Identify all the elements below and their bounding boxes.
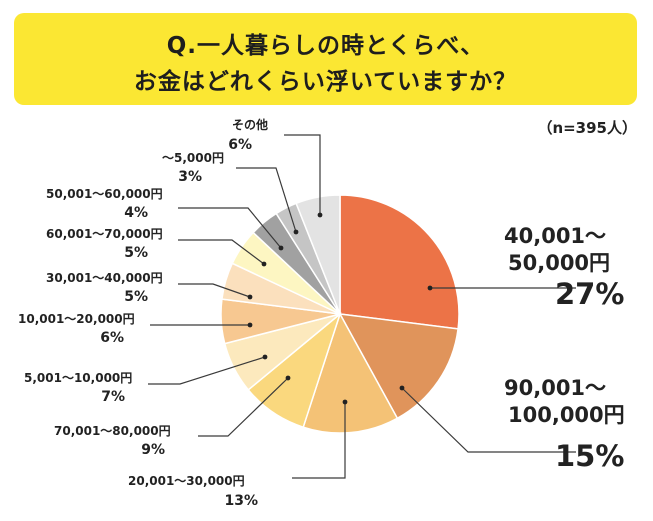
title-banner: Q.一人暮らしの時とくらべ、 お金はどれくらい浮いていますか？ [14, 13, 637, 105]
slice-name-label: ～5,000円 [162, 151, 224, 165]
leader-line [198, 377, 289, 437]
slice-value-label: 13% [224, 493, 258, 509]
slice-value-label: 6% [100, 330, 124, 346]
leader-dot [247, 294, 253, 300]
slice-name-label: 60,001～70,000円 [46, 227, 163, 241]
leader-dot [342, 399, 348, 405]
leader-line [148, 356, 266, 385]
pie-slice [295, 194, 341, 315]
slice-value-label: 15% [555, 439, 624, 473]
leader-dot [293, 229, 299, 235]
leader-line [401, 387, 576, 453]
slice-name-label: 30,001～40,000円 [46, 271, 163, 285]
leader-dot [285, 375, 291, 381]
slice-value-label: 4% [124, 205, 148, 221]
pie-slice [339, 194, 460, 330]
leader-dot [262, 354, 268, 360]
pie-slice [302, 312, 399, 434]
leader-line [292, 402, 346, 479]
leader-dot [399, 385, 405, 391]
slice-name-label: 40,001～ [504, 224, 606, 248]
slice-name-label: 70,001～80,000円 [54, 424, 171, 438]
leader-dot [317, 212, 323, 218]
leader-dot [427, 285, 433, 291]
slice-name-label: 100,000円 [508, 403, 625, 427]
pie-slice [338, 313, 459, 420]
slice-value-label: 3% [178, 169, 202, 185]
slice-value-label: 27% [555, 277, 624, 311]
leader-line [284, 134, 321, 215]
slice-name-label: 50,000円 [508, 251, 610, 275]
slice-name-label: 20,001～30,000円 [128, 474, 245, 488]
slice-name-label: 10,001～20,000円 [18, 312, 135, 326]
slice-name-label: その他 [232, 117, 268, 132]
leader-line [178, 283, 251, 298]
slice-value-label: 5% [124, 289, 148, 305]
slice-value-label: 5% [124, 245, 148, 261]
leader-line [178, 239, 265, 265]
leader-line [236, 167, 297, 233]
leader-dot [278, 245, 284, 251]
chart-title-line-1: Q.一人暮らしの時とくらべ、 [166, 33, 485, 59]
chart-title-line-2: お金はどれくらい浮いていますか？ [133, 69, 518, 95]
slice-value-label: 7% [101, 389, 125, 405]
leader-dot [261, 261, 267, 267]
slice-name-label: 5,001～10,000円 [24, 371, 132, 385]
slice-value-label: 6% [228, 137, 252, 153]
slice-name-label: 90,001～ [504, 376, 606, 400]
leader-line [178, 207, 282, 249]
slice-value-label: 9% [141, 442, 165, 458]
slice-name-label: 50,001～60,000円 [46, 187, 163, 201]
sample-size-note: （n=395人） [537, 119, 637, 137]
leader-dot [247, 322, 253, 328]
